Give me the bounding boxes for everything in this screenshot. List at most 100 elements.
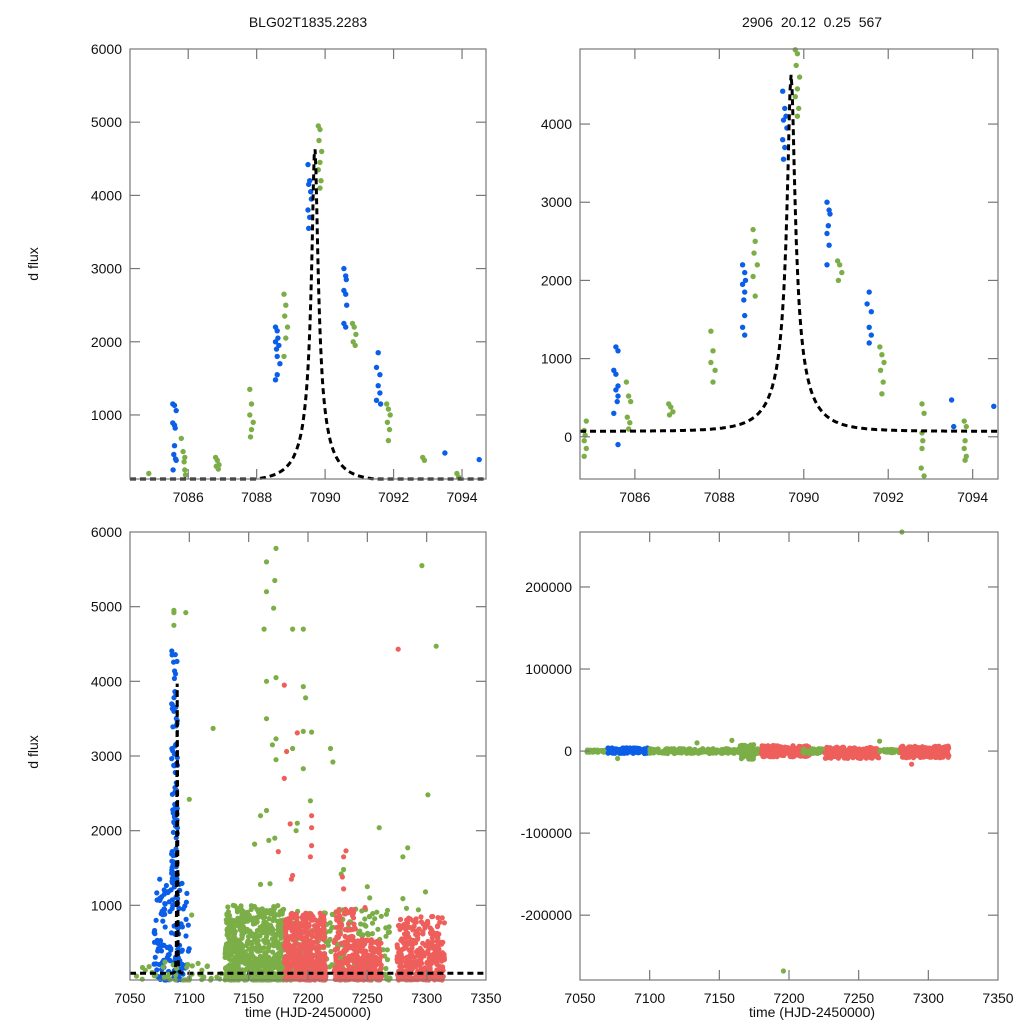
- data-point-red: [283, 946, 289, 952]
- data-point-green: [263, 678, 270, 684]
- data-point-red: [343, 848, 349, 854]
- data-point-red: [284, 937, 290, 943]
- data-point-red: [286, 916, 292, 922]
- data-point-red: [336, 913, 342, 919]
- data-point-green: [723, 746, 729, 752]
- data-point-blue: [173, 457, 179, 463]
- data-point-blue: [782, 144, 788, 151]
- data-point-red: [342, 939, 348, 945]
- data-point-green: [433, 643, 439, 649]
- data-point-green: [704, 747, 710, 753]
- data-point-blue: [171, 451, 177, 458]
- data-point-green: [729, 737, 735, 744]
- data-point-green: [226, 956, 232, 962]
- data-point-green: [385, 437, 392, 444]
- data-point-red: [306, 949, 312, 955]
- data-point-green: [290, 626, 296, 632]
- axis-ticks: 7086 7088 7090 7092 7094 0 1000 2000 3000 4000: [541, 49, 998, 505]
- data-point-red: [397, 916, 404, 923]
- data-point-green: [272, 932, 278, 938]
- data-point-blue: [169, 851, 175, 857]
- data-point-green: [692, 749, 698, 756]
- y-tick-label: 5000: [91, 114, 122, 130]
- data-point-blue: [168, 930, 175, 936]
- data-point-red: [314, 938, 320, 945]
- data-point-red: [426, 956, 432, 962]
- data-point-red: [282, 953, 289, 960]
- data-point-green: [174, 965, 180, 972]
- data-point-blue: [272, 339, 279, 345]
- data-point-red: [791, 747, 797, 753]
- data-point-red: [345, 910, 351, 916]
- data-point-blue: [824, 199, 830, 205]
- data-point-green: [281, 353, 287, 360]
- data-point-red: [357, 964, 363, 971]
- data-point-green: [364, 884, 370, 890]
- data-point-green: [281, 291, 287, 297]
- data-point-green: [805, 748, 811, 754]
- data-point-green: [277, 909, 283, 915]
- data-point-blue: [169, 756, 175, 762]
- data-point-green: [384, 957, 391, 963]
- data-point-green: [273, 736, 279, 742]
- data-point-green: [625, 393, 632, 399]
- data-point-blue: [176, 905, 182, 912]
- data-point-green: [183, 610, 189, 616]
- data-point-blue: [306, 181, 312, 188]
- panel-top-left: BLG02T1835.2283 d flux 7086 7088 7090 7092 7…: [25, 14, 487, 505]
- data-point-blue: [169, 791, 175, 797]
- data-point-green: [294, 820, 300, 826]
- x-tick-label: 7094: [957, 489, 988, 505]
- data-point-green: [752, 238, 758, 244]
- data-point-blue: [169, 865, 175, 871]
- data-point-red: [782, 749, 789, 755]
- data-point-red: [427, 966, 433, 972]
- data-point-green: [261, 919, 267, 925]
- data-point-green: [780, 968, 787, 974]
- data-point-green: [384, 419, 391, 425]
- data-point-blue: [170, 748, 176, 754]
- y-tick-label: 1000: [541, 351, 572, 367]
- data-point-red: [909, 751, 915, 758]
- data-point-red: [378, 953, 384, 959]
- data-point-green: [264, 967, 270, 973]
- data-point-red: [403, 963, 409, 969]
- data-point-green: [351, 324, 357, 330]
- data-point-green: [146, 470, 152, 477]
- data-point-green: [277, 923, 283, 929]
- data-point-green: [794, 51, 801, 57]
- data-point-green: [244, 909, 250, 916]
- data-point-red: [336, 951, 342, 957]
- data-point-green: [249, 945, 255, 951]
- data-point-blue: [171, 402, 178, 409]
- data-point-red: [785, 745, 791, 751]
- data-point-green: [708, 359, 714, 366]
- data-point-green: [276, 942, 282, 948]
- data-point-red: [287, 948, 293, 954]
- data-point-red: [307, 854, 313, 860]
- data-point-green: [877, 344, 883, 350]
- data-point-green: [270, 965, 276, 971]
- data-point-red: [409, 962, 415, 968]
- data-point-red: [406, 934, 412, 940]
- data-point-green: [384, 947, 390, 953]
- data-point-green: [750, 273, 756, 280]
- data-point-red: [320, 920, 326, 927]
- data-point-green: [227, 919, 233, 925]
- data-point-red: [848, 748, 854, 754]
- data-point-green: [231, 923, 237, 930]
- data-point-blue: [173, 407, 179, 414]
- x-tick-label: 7088: [704, 489, 735, 505]
- data-point-red: [321, 951, 327, 957]
- data-point-green: [182, 472, 189, 478]
- data-point-green: [372, 916, 378, 922]
- data-point-red: [294, 730, 300, 736]
- data-point-green: [921, 473, 927, 479]
- data-marks: [130, 123, 486, 481]
- data-point-red: [403, 926, 409, 932]
- data-point-red: [942, 748, 948, 755]
- data-point-red: [430, 932, 436, 938]
- data-point-red: [309, 843, 315, 849]
- y-tick-label: 4000: [91, 187, 122, 203]
